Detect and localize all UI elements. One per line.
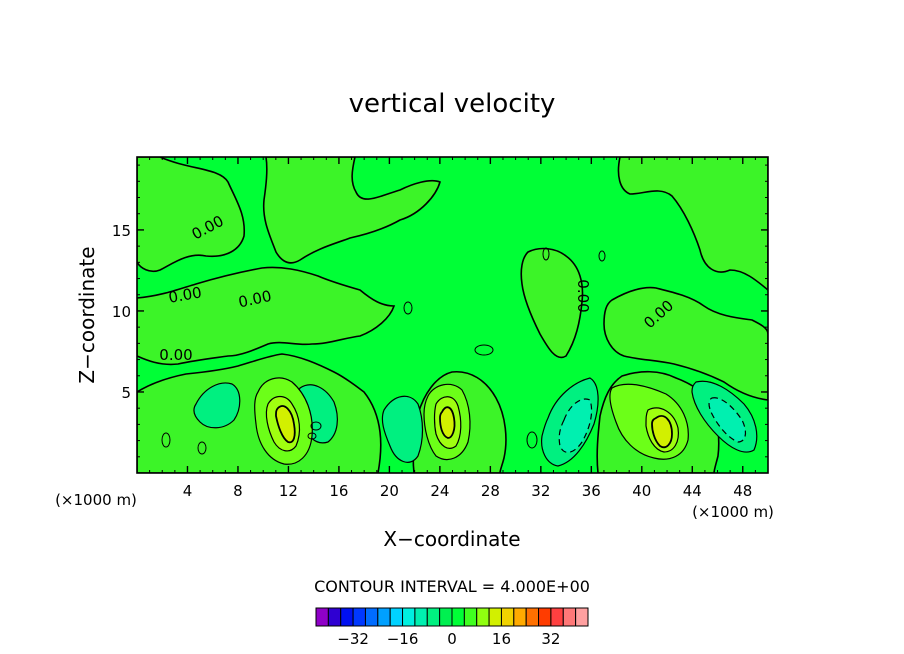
colorbar-swatch [476, 607, 490, 627]
colorbar-swatch [451, 607, 465, 627]
colorbar-tick-label: −32 [337, 630, 369, 648]
positive-region-right-band [603, 286, 768, 401]
updraft-2-core [439, 406, 456, 439]
y-tick-label: 5 [121, 384, 131, 402]
colorbar-swatch [538, 607, 552, 627]
y-tick-label: 15 [112, 222, 131, 240]
y-axis-label: Z−coordinate [75, 246, 99, 383]
colorbar-swatch [352, 607, 366, 627]
downdraft-region-3 [381, 395, 424, 463]
colorbar-tick-label: −16 [387, 630, 419, 648]
x-tick-label: 20 [380, 482, 399, 500]
x-tick-label: 36 [582, 482, 601, 500]
colorbar-swatch [377, 607, 391, 627]
colorbar-swatch [500, 607, 515, 627]
colorbar-swatch [525, 607, 540, 627]
x-unit-label-right: (×1000 m) [692, 503, 774, 521]
small-contour-8 [310, 421, 322, 431]
positive-region-upper-right [617, 157, 768, 292]
colorbar-tick-label: 32 [541, 630, 560, 648]
contour-label: 0.00 [167, 283, 203, 307]
x-tick-label: 28 [481, 482, 500, 500]
colorbar-swatch [463, 607, 478, 627]
x-axis-label: X−coordinate [383, 527, 520, 551]
y-tick-label: 10 [112, 303, 131, 321]
contour-interval-text: CONTOUR INTERVAL = 4.000E+00 [314, 577, 590, 596]
colorbar-swatch [327, 607, 342, 627]
colorbar-swatch [389, 607, 404, 627]
small-contour-9 [307, 432, 317, 440]
x-tick-label: 16 [329, 482, 348, 500]
x-axis-ticks: 4 8 12 16 20 24 28 32 36 40 44 48 [149, 157, 756, 500]
small-contour-5 [542, 247, 550, 261]
positive-region-left-band [137, 266, 396, 366]
colorbar-tick-label: 16 [492, 630, 511, 648]
colorbar-swatch [340, 607, 354, 627]
x-tick-label: 48 [733, 482, 752, 500]
contour-fill-layer [137, 157, 768, 473]
small-contour-3 [526, 431, 538, 449]
small-contour-2 [197, 441, 207, 455]
colorbar-swatch [513, 607, 527, 627]
x-tick-label: 44 [683, 482, 702, 500]
colorbar-swatch [315, 607, 329, 627]
x-tick-label: 8 [233, 482, 243, 500]
colorbar-swatch [439, 607, 453, 627]
y-axis-ticks: 5 10 15 [112, 164, 768, 458]
colorbar-swatch [364, 607, 379, 627]
downdraft-region-4-core [558, 398, 593, 453]
chart-title: vertical velocity [349, 89, 556, 119]
positive-region-upper-middle [262, 157, 441, 264]
x-tick-label: 40 [632, 482, 651, 500]
colorbar-swatch [402, 607, 416, 627]
downdraft-region-5-core [708, 397, 747, 443]
colorbar-swatch [426, 607, 441, 627]
small-contour-1 [161, 432, 171, 448]
x-tick-label: 24 [430, 482, 449, 500]
x-tick-label: 4 [183, 482, 193, 500]
x-tick-label: 32 [531, 482, 550, 500]
colorbar-swatch [562, 607, 577, 627]
small-contour-7 [474, 344, 494, 356]
downdraft-region-1 [193, 382, 241, 429]
colorbar-tick-label: 0 [447, 630, 457, 648]
positive-region-center-right [520, 247, 584, 359]
updraft-1-core [275, 405, 296, 444]
colorbar-swatch [575, 607, 589, 627]
colorbar-swatch [414, 607, 428, 627]
colorbar-swatch [488, 607, 502, 627]
contour-label: 0.00 [574, 279, 592, 312]
small-contour-6 [403, 301, 413, 315]
positive-region-upper-left [137, 157, 246, 273]
contour-label: 0.00 [159, 346, 192, 364]
x-tick-label: 12 [279, 482, 298, 500]
x-unit-label-left: (×1000 m) [55, 491, 137, 509]
colorbar: −32 −16 0 16 32 [315, 607, 589, 648]
colorbar-swatch [550, 607, 564, 627]
updraft-3-core [651, 415, 673, 449]
small-contour-4 [598, 250, 606, 262]
